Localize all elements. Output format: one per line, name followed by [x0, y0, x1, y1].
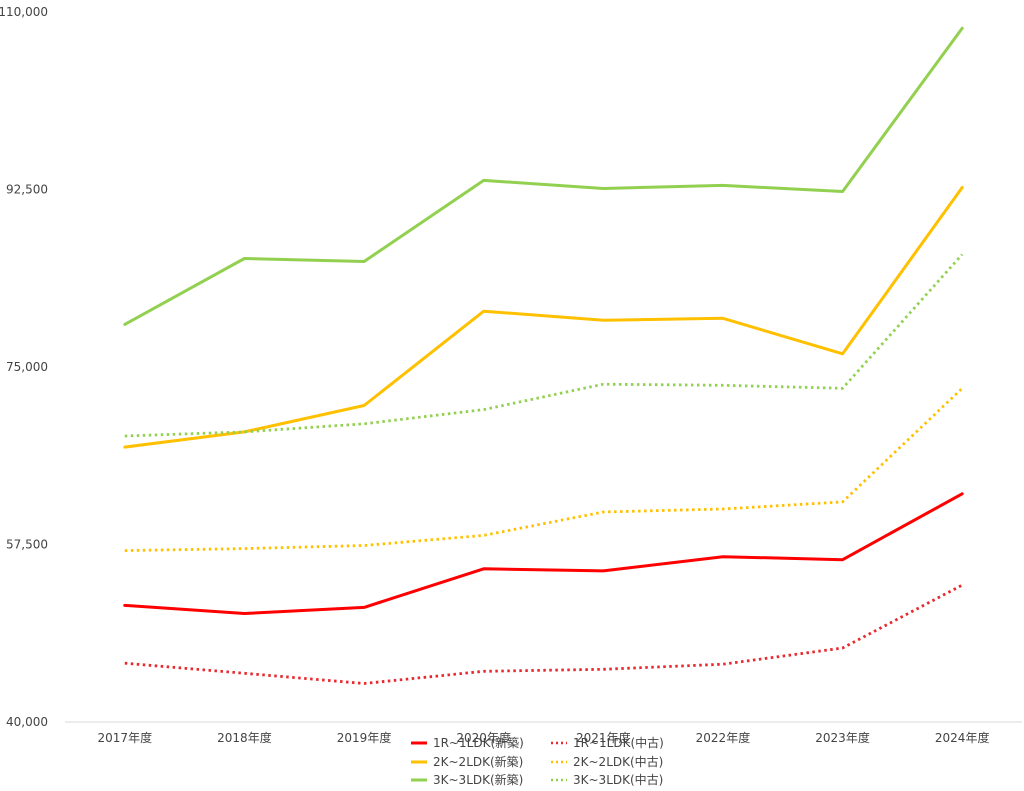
series-line-6 — [124, 253, 964, 438]
x-tick-label: 2019年度 — [337, 730, 392, 745]
legend-label: 1R~1LDK(新築) — [433, 735, 524, 750]
legend-label: 2K~2LDK(中古) — [573, 754, 663, 769]
x-tick-label: 2022年度 — [696, 730, 751, 745]
series-line-3 — [123, 186, 964, 449]
series-line-2 — [124, 583, 963, 685]
x-tick-label: 2017年度 — [98, 730, 153, 745]
series-layer — [123, 26, 964, 685]
legend-label: 2K~2LDK(新築) — [433, 754, 523, 769]
x-tick-label: 2018年度 — [217, 730, 272, 745]
series-line-4 — [124, 387, 964, 552]
y-tick-label: 40,000 — [6, 715, 48, 729]
x-tick-label: 2024年度 — [935, 730, 990, 745]
x-tick-label: 2023年度 — [815, 730, 870, 745]
legend: 1R~1LDK(新築) 2K~2LDK(新築) 3K~3LDK(新築) 1R~1LDK… — [411, 735, 664, 787]
legend-label: 3K~3LDK(新築) — [433, 772, 523, 787]
y-tick-label: 110,000 — [0, 5, 48, 19]
x-tick-label: 2021年度 — [576, 730, 631, 745]
series-line-1 — [123, 492, 964, 615]
series-line-5 — [123, 26, 964, 326]
legend-label: 1R~1LDK(中古) — [573, 735, 664, 750]
y-tick-label: 75,000 — [6, 360, 48, 374]
y-tick-label: 92,500 — [6, 183, 48, 197]
y-tick-label: 57,500 — [6, 538, 48, 552]
axis-layer: 40,000 57,500 75,000 92,500 110,000 2017年度 201… — [0, 5, 1022, 745]
legend-label: 3K~3LDK(中古) — [573, 772, 663, 787]
x-tick-label: 2020年度 — [456, 730, 511, 745]
